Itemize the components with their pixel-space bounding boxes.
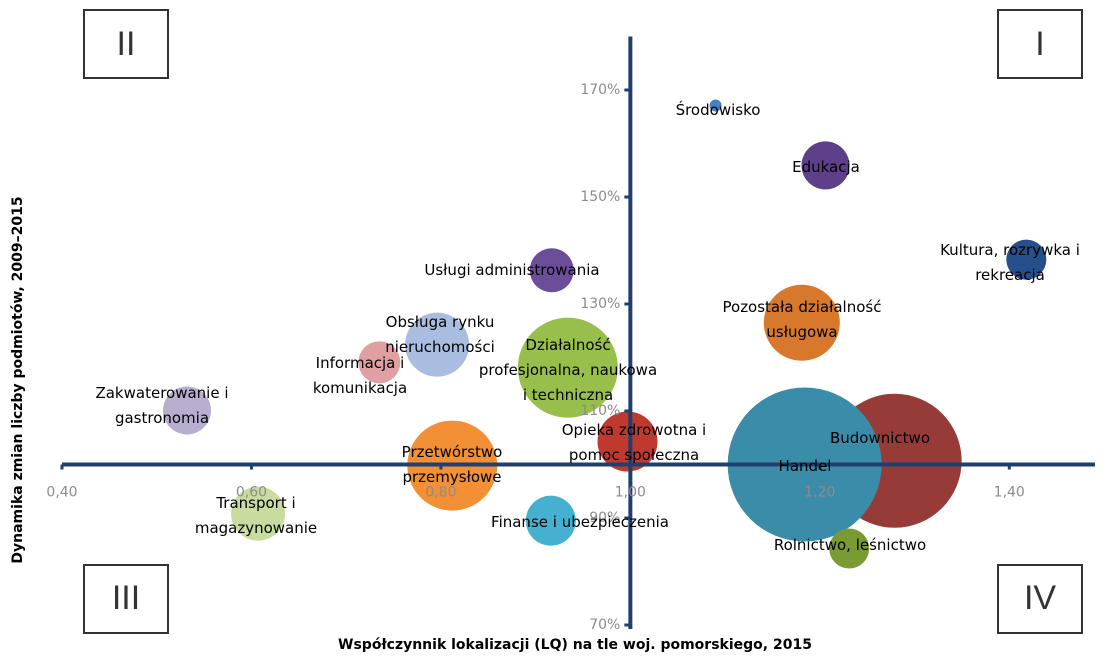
bubble-label: Transport i magazynowanie (195, 494, 317, 537)
bubble-label: Działalność profesjonalna, naukowa i techn… (479, 336, 657, 404)
label-line: Środowisko (676, 100, 761, 119)
label-line: Transport i (215, 494, 295, 512)
label-line: Rolnictwo, leśnictwo (774, 536, 926, 554)
x-tick-label: 1,00 (615, 485, 646, 501)
label-line: Opieka zdrowotna i (562, 421, 706, 439)
bubble-label: Zakwaterowanie i gastronomia (95, 384, 228, 427)
label-line: pomoc społeczna (569, 446, 699, 464)
bubble-label: Edukacja (792, 158, 860, 176)
x-tick-label: 0,40 (46, 485, 77, 501)
label-line: Finanse i ubezpieczenia (491, 513, 669, 531)
label-line: Usługi administrowania (424, 261, 599, 279)
bubble-label: Finanse i ubezpieczenia (491, 513, 669, 531)
y-tick-label: 110% (580, 403, 620, 419)
y-tick-label: 130% (580, 296, 620, 312)
label-line: Przetwórstwo (402, 443, 503, 461)
bubble (709, 99, 722, 112)
bubble-label: Informacja i komunikacja (313, 354, 407, 397)
quadrant-label: II (117, 25, 136, 63)
bubble (231, 486, 286, 541)
bubble (763, 284, 840, 361)
y-tick-label: 90% (589, 510, 620, 526)
bubble (1006, 239, 1047, 280)
label-line: magazynowanie (195, 519, 317, 537)
bubble (597, 411, 658, 472)
bubble (801, 141, 850, 190)
bubble (163, 386, 212, 435)
quadrant-box (83, 9, 169, 79)
label-line: gastronomia (115, 409, 209, 427)
x-tick-label: 0,60 (236, 485, 267, 501)
label-line: Budownictwo (830, 429, 930, 447)
y-axis-title: Dynamika zmian liczby podmiotów, 2009–20… (10, 196, 26, 563)
label-line: Kultura, rozrywka i (940, 241, 1080, 259)
quadrant-label: III (112, 579, 140, 617)
quadrant-box (83, 564, 169, 634)
quadrant-box (997, 9, 1083, 79)
bubble-label: Opieka zdrowotna i pomoc społeczna (562, 421, 706, 464)
y-tick-label: 70% (589, 617, 620, 633)
y-tick-label: 170% (580, 82, 620, 98)
bubble (525, 495, 576, 546)
label-line: rekreacja (975, 266, 1045, 284)
x-axis-title: Współczynnik lokalizacji (LQ) na tle woj… (338, 637, 812, 653)
label-line: Pozostała działalność (723, 298, 882, 316)
x-tick-label: 0,80 (425, 485, 456, 501)
bubble-label: Usługi administrowania (424, 261, 599, 279)
label-line: Zakwaterowanie i (95, 384, 228, 402)
bubble (358, 341, 401, 384)
bubble-label: Obsługa rynku nieruchomości (385, 313, 495, 356)
label-line: Edukacja (792, 158, 860, 176)
label-line: Działalność (525, 336, 610, 354)
label-line: usługowa (766, 323, 837, 341)
bubble (529, 248, 574, 293)
label-line: i techniczna (523, 386, 613, 404)
label-line: nieruchomości (385, 338, 495, 356)
label-line: profesjonalna, naukowa (479, 361, 657, 379)
bubble (405, 312, 470, 377)
bubble-label: Środowisko (676, 100, 761, 119)
label-line: komunikacja (313, 379, 407, 397)
bubble (517, 317, 618, 418)
label-line: Informacja i (316, 354, 405, 372)
label-line: Obsługa rynku (386, 313, 495, 331)
quadrant-label: I (1035, 25, 1044, 63)
quadrant-box (997, 564, 1083, 634)
x-tick-label: 1,20 (804, 485, 835, 501)
y-tick-label: 150% (580, 189, 620, 205)
label-line: przemysłowe (402, 468, 501, 486)
bubble (829, 528, 870, 569)
bubble-label: Przetwórstwo przemysłowe (402, 443, 503, 486)
quadrant-label: IV (1024, 579, 1056, 617)
bubble-label: Kultura, rozrywka i rekreacja (940, 241, 1080, 284)
label-line: Handel (779, 457, 832, 475)
bubble-label: Rolnictwo, leśnictwo (774, 536, 926, 554)
bubble-label: Pozostała działalność usługowa (723, 298, 882, 341)
bubble-label: Handel (779, 457, 832, 475)
bubble-label: Budownictwo (830, 429, 930, 447)
x-tick-label: 1,40 (994, 485, 1025, 501)
